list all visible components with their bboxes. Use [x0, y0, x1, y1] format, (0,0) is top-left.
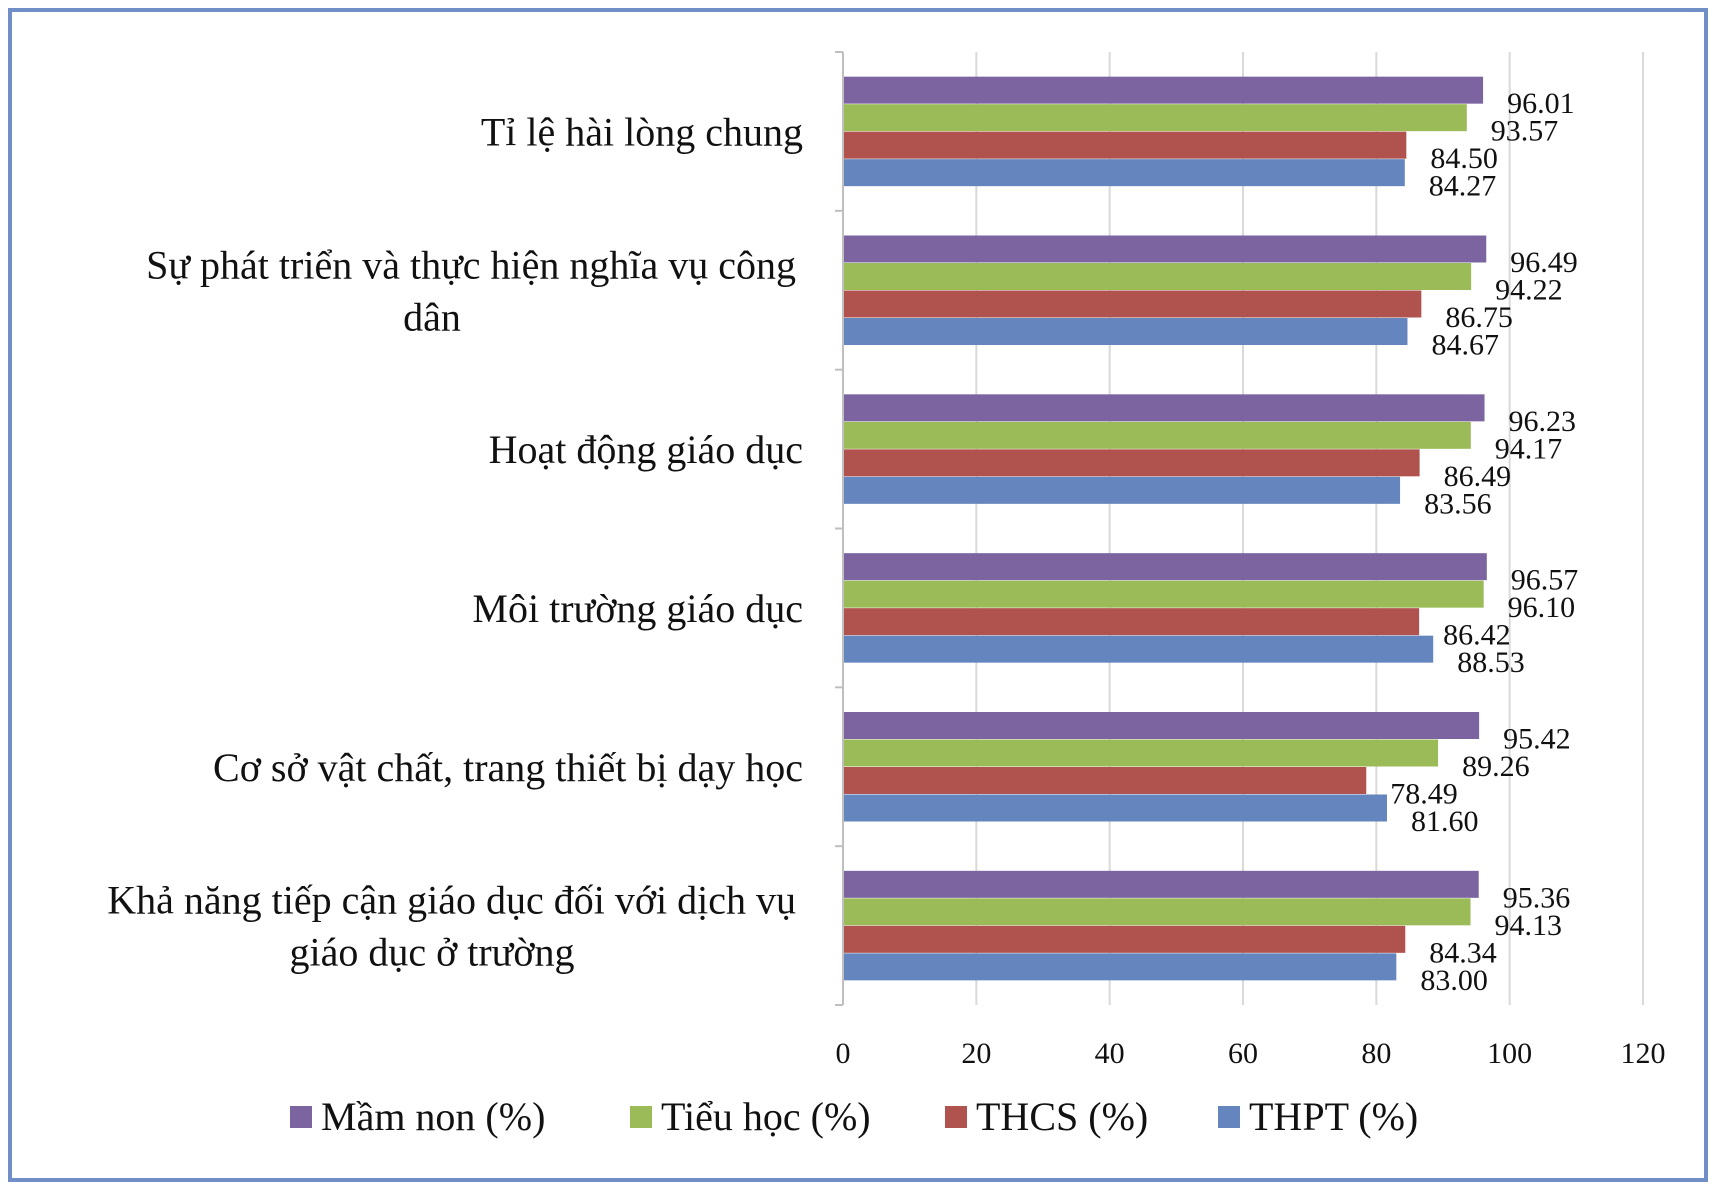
- data-label: 94.17: [1495, 432, 1563, 465]
- data-label: 83.00: [1420, 964, 1488, 997]
- bar: [843, 898, 1471, 926]
- data-label: 81.60: [1411, 805, 1479, 838]
- data-label: 96.10: [1508, 591, 1576, 624]
- bar: [843, 421, 1471, 449]
- category-label: dân: [403, 294, 461, 339]
- bar: [843, 131, 1407, 159]
- legend-label: Mầm non (%): [321, 1094, 545, 1139]
- bar: [843, 159, 1405, 187]
- x-tick-label: 40: [1095, 1037, 1125, 1070]
- data-label: 95.36: [1503, 881, 1571, 914]
- legend-label: Tiểu học (%): [661, 1094, 871, 1139]
- bar: [843, 953, 1397, 981]
- x-tick-label: 20: [961, 1037, 991, 1070]
- x-tick-label: 80: [1361, 1037, 1391, 1070]
- bar: [843, 767, 1367, 794]
- data-label: 88.53: [1457, 646, 1525, 679]
- legend-swatch: [290, 1106, 312, 1128]
- data-label: 96.49: [1510, 246, 1578, 279]
- axes: [835, 51, 844, 1006]
- data-label: 94.22: [1495, 274, 1563, 307]
- gridlines: [975, 52, 1644, 1005]
- bar: [843, 580, 1484, 608]
- data-label: 84.27: [1429, 170, 1497, 203]
- bar: [843, 76, 1484, 104]
- category-label: Tỉ lệ hài lòng chung: [481, 109, 803, 154]
- data-label: 93.57: [1491, 115, 1559, 148]
- x-tick-label: 60: [1228, 1037, 1258, 1070]
- legend-label: THPT (%): [1249, 1094, 1418, 1139]
- bar: [843, 318, 1408, 345]
- data-label: 96.01: [1507, 87, 1575, 120]
- x-tick-label: 120: [1621, 1037, 1666, 1070]
- bar: [843, 739, 1439, 767]
- data-label: 84.34: [1429, 936, 1497, 969]
- data-label: 89.26: [1462, 750, 1530, 783]
- data-label: 95.42: [1503, 723, 1571, 756]
- bar: [843, 635, 1434, 663]
- data-label: 86.49: [1444, 460, 1512, 493]
- bar: [843, 553, 1487, 581]
- bars: [843, 76, 1487, 981]
- data-label: 94.13: [1495, 909, 1563, 942]
- data-label: 83.56: [1424, 487, 1492, 520]
- category-label: Sự phát triển và thực hiện nghĩa vụ công: [146, 242, 796, 287]
- bar: [843, 925, 1406, 953]
- x-tick-label: 0: [836, 1037, 851, 1070]
- category-label: Khả năng tiếp cận giáo dục đối với dịch …: [107, 878, 796, 923]
- legend-swatch: [630, 1106, 652, 1128]
- category-label: Cơ sở vật chất, trang thiết bị dạy học: [213, 745, 803, 790]
- data-label: 78.49: [1390, 778, 1458, 811]
- bar: [843, 394, 1485, 422]
- bar: [843, 794, 1387, 822]
- data-label: 96.57: [1511, 564, 1579, 597]
- bar: [843, 235, 1487, 263]
- bar: [843, 449, 1420, 477]
- bar: [843, 476, 1401, 504]
- legend-swatch: [1218, 1106, 1240, 1128]
- legend-swatch: [945, 1106, 967, 1128]
- bar: [843, 870, 1479, 898]
- data-label: 84.50: [1430, 142, 1498, 175]
- x-tick-label: 100: [1487, 1037, 1532, 1070]
- bar: [843, 263, 1472, 290]
- category-label: Môi trường giáo dục: [472, 586, 803, 631]
- data-label: 86.42: [1443, 619, 1511, 652]
- legend: Mầm non (%) Tiểu học (%) THCS (%) THPT (%): [290, 1094, 1418, 1139]
- bar: [843, 712, 1480, 739]
- category-label: Hoạt động giáo dục: [489, 427, 803, 472]
- bar: [843, 608, 1420, 636]
- data-label: 84.67: [1431, 329, 1499, 362]
- category-label: giáo dục ở trường: [289, 930, 574, 975]
- bar: [843, 104, 1467, 132]
- legend-label: THCS (%): [976, 1094, 1148, 1139]
- data-label: 96.23: [1509, 405, 1577, 438]
- data-label: 86.75: [1445, 301, 1513, 334]
- bar: [843, 290, 1422, 318]
